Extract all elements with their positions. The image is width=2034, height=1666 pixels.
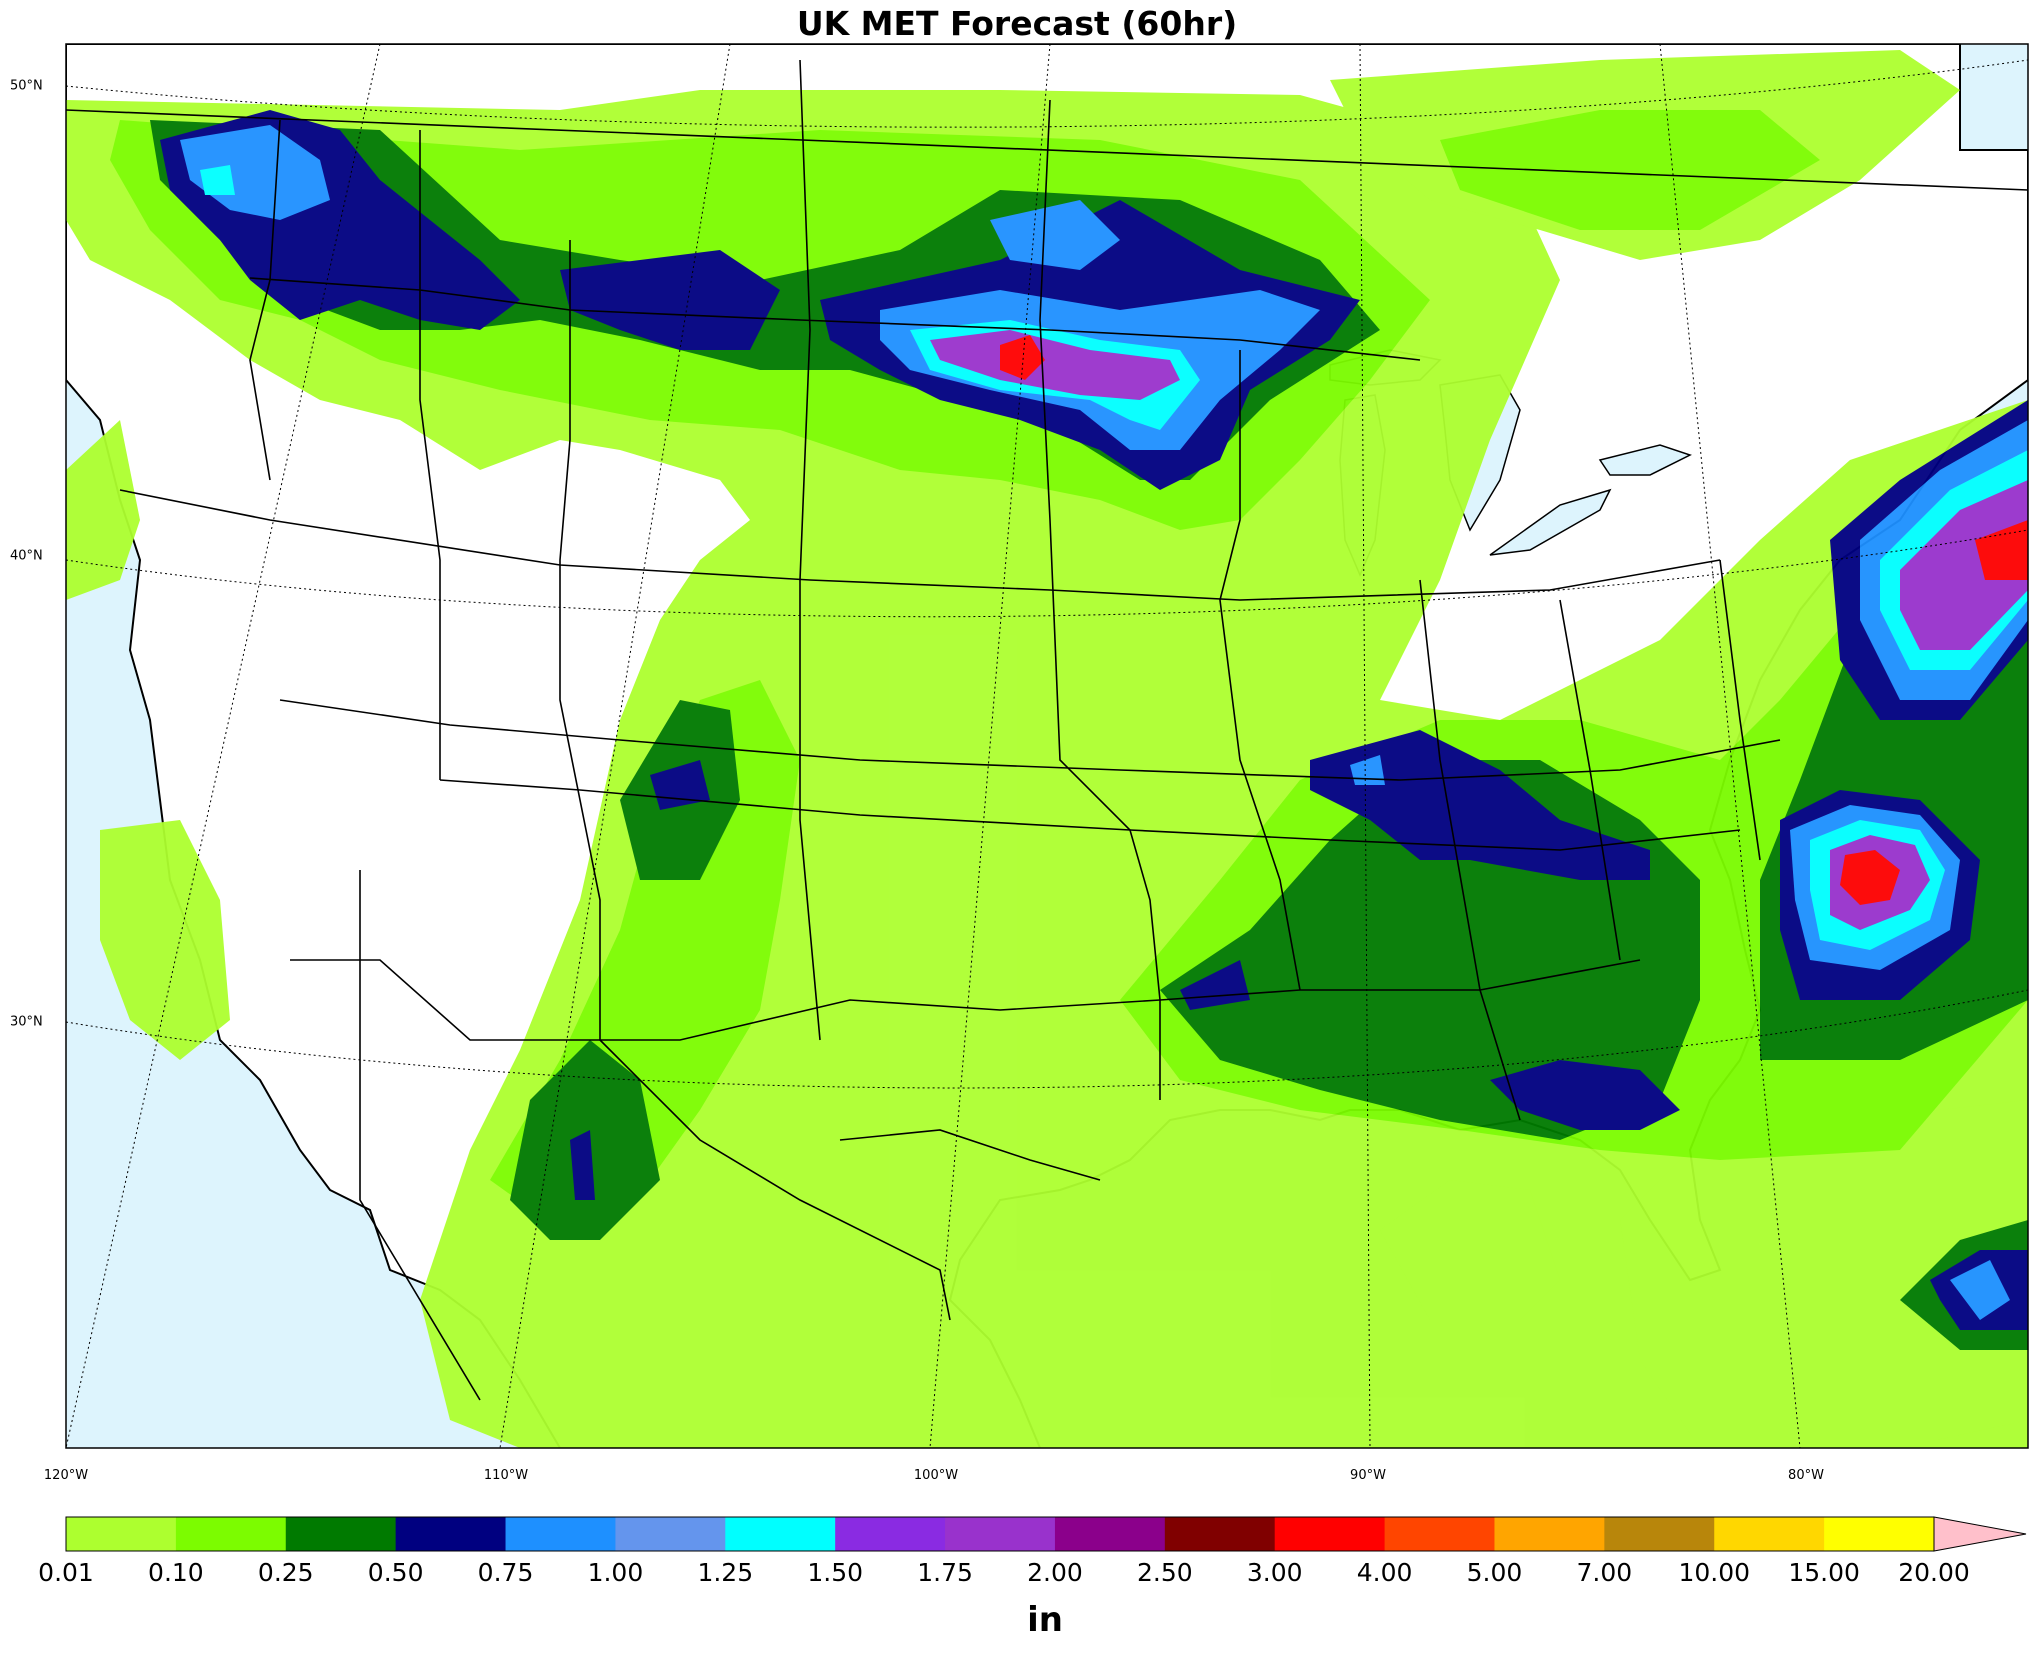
- colorbar-tick-label: 15.00: [1788, 1558, 1860, 1587]
- colorbar-extend-arrow: [1933, 1516, 2027, 1552]
- colorbar-segment: [1164, 1517, 1276, 1551]
- colorbar-segment: [395, 1517, 507, 1551]
- great-lake-erie: [1489, 488, 1612, 556]
- lat-label-50n: 50°N: [10, 78, 43, 94]
- colorbar-segment: [945, 1517, 1056, 1551]
- colorbar-tick-label: 3.00: [1246, 1558, 1303, 1587]
- precipitation-contours: [66, 50, 2028, 1448]
- precip-0.01-atl: [1620, 1100, 2028, 1448]
- precip-1.25-nw: [200, 165, 235, 195]
- colorbar-tick-label: 1.25: [697, 1558, 754, 1587]
- precip-0.01-gulf: [1380, 1180, 1560, 1320]
- colorbar-tick-label: 1.00: [587, 1558, 644, 1587]
- precip-1.75-nd: [930, 330, 1180, 400]
- colorbar-segment: [615, 1517, 726, 1551]
- colorbar-tick-label: 0.50: [367, 1558, 424, 1587]
- lat-label-40n: 40°N: [10, 548, 43, 564]
- colorbar-tick-label: 20.00: [1898, 1558, 1970, 1587]
- lon-label-120w: 120°W: [43, 1468, 89, 1483]
- precip-0.50-fl: [1490, 1060, 1680, 1130]
- colorbar-segment: [1714, 1517, 1825, 1551]
- map-frame: [65, 43, 2029, 1449]
- colorbar-tick-label: 2.00: [1027, 1558, 1083, 1587]
- colorbar-segment: [835, 1517, 946, 1551]
- political-borders: [66, 59, 2028, 1401]
- colorbar-unit-label: in: [1027, 1600, 1063, 1640]
- colorbar-tick-label: 0.01: [38, 1558, 94, 1587]
- colorbar: [65, 1516, 2027, 1552]
- lat-label-30n: 30°N: [10, 1014, 43, 1030]
- colorbar-tick-label: 0.25: [257, 1558, 314, 1587]
- lon-label-90w: 90°W: [1350, 1468, 1386, 1483]
- map-title: UK MET Forecast (60hr): [796, 4, 1238, 43]
- colorbar-tick-label: 5.00: [1466, 1558, 1523, 1587]
- colorbar-segment: [1274, 1517, 1386, 1551]
- precip-0.75-mn: [990, 200, 1120, 270]
- colorbar-segment: [1054, 1517, 1166, 1551]
- precip-0.50-az: [570, 1130, 595, 1200]
- lon-label-110w: 110°W: [483, 1468, 529, 1483]
- graticule: [66, 44, 2028, 1448]
- precip-1.75-ne: [1900, 480, 2028, 650]
- colorbar-tick-label: 4.00: [1356, 1558, 1413, 1587]
- colorbar-tick-label: 1.75: [917, 1558, 973, 1587]
- colorbar-segment: [175, 1517, 287, 1551]
- precip-0.01-baja: [100, 820, 230, 1060]
- lon-label-100w: 100°W: [913, 1468, 959, 1483]
- precip-3.00-nd: [1000, 335, 1045, 380]
- precip-0.75-tn: [1350, 755, 1385, 785]
- precip-3.00-ec: [1840, 850, 1900, 905]
- great-lake-ontario: [1598, 444, 1692, 476]
- precip-0.10-ne: [1440, 110, 1820, 230]
- precip-0.75-atl: [1950, 1260, 2010, 1320]
- colorbar-segment: [1604, 1517, 1715, 1551]
- colorbar-segment: [725, 1517, 836, 1551]
- colorbar-segment: [285, 1517, 397, 1551]
- precipitation-map: [65, 43, 2029, 1449]
- colorbar-segment: [1384, 1517, 1495, 1551]
- precip-0.01-west: [66, 420, 140, 600]
- colorbar-segment: [1494, 1517, 1605, 1551]
- colorbar-outline: [65, 1516, 1935, 1552]
- precip-3.00-ne: [1975, 520, 2028, 580]
- colorbar-tick-label: 1.50: [807, 1558, 864, 1587]
- colorbar-segment: [505, 1517, 616, 1551]
- colorbar-tick-label: 10.00: [1678, 1558, 1751, 1587]
- colorbar-tick-label: 2.50: [1136, 1558, 1193, 1587]
- precip-0.75-nw: [180, 125, 330, 220]
- colorbar-segment: [66, 1517, 177, 1551]
- lon-label-80w: 80°W: [1788, 1468, 1824, 1483]
- colorbar-tick-label: 0.10: [148, 1558, 204, 1587]
- precip-0.50-mt: [560, 250, 780, 350]
- precip-0.50-tn: [1310, 730, 1650, 880]
- colorbar-tick-label: 0.75: [477, 1558, 534, 1587]
- colorbar-tick-label: 7.00: [1576, 1558, 1633, 1587]
- colorbar-segment: [1824, 1517, 1935, 1551]
